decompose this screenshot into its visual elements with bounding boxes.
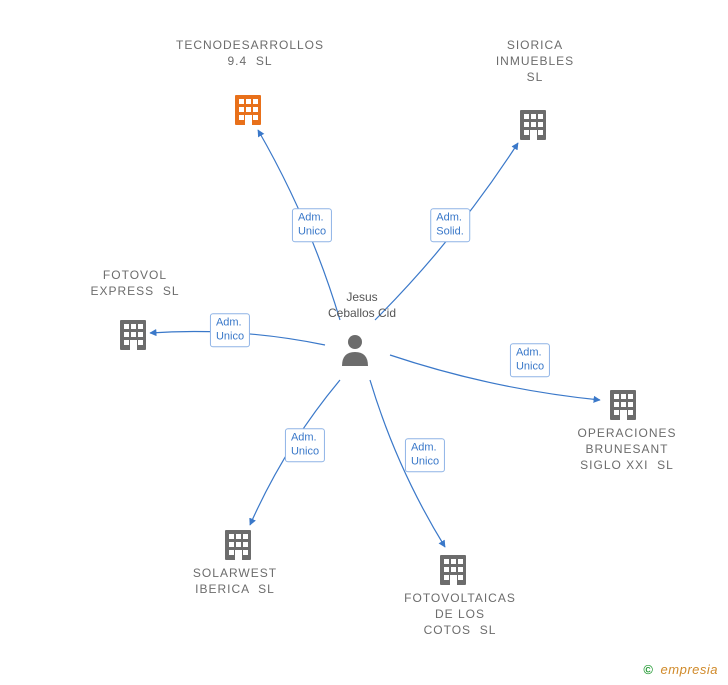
edge-label-operaciones: Adm. Unico — [510, 343, 550, 377]
node-label-solarwest: SOLARWEST IBERICA SL — [193, 565, 277, 597]
node-label-siorica: SIORICA INMUEBLES SL — [496, 37, 574, 86]
center-label: JesusCeballos Cid — [328, 290, 396, 321]
building-icon — [520, 110, 546, 140]
edge-label-fotovoltaicas: Adm. Unico — [405, 438, 445, 472]
edge-label-fotovol: Adm. Unico — [210, 313, 250, 347]
building-icon — [225, 530, 251, 560]
edge-operaciones — [390, 355, 600, 400]
building-icon — [120, 320, 146, 350]
building-icon — [610, 390, 636, 420]
building-icon — [235, 95, 261, 125]
edge-label-solarwest: Adm. Unico — [285, 428, 325, 462]
node-label-fotovol: FOTOVOL EXPRESS SL — [90, 267, 179, 299]
person-icon — [342, 335, 368, 366]
edge-label-siorica: Adm. Solid. — [430, 208, 470, 242]
node-label-fotovoltaicas: FOTOVOLTAICAS DE LOS COTOS SL — [404, 590, 516, 639]
brand-name: empresia — [661, 662, 718, 677]
edge-label-tecno: Adm. Unico — [292, 208, 332, 242]
building-icon — [440, 555, 466, 585]
copyright-symbol: © — [643, 662, 653, 677]
diagram-canvas — [0, 0, 728, 685]
node-label-tecno: TECNODESARROLLOS 9.4 SL — [176, 37, 324, 69]
watermark: © empresia — [643, 662, 718, 677]
node-label-operaciones: OPERACIONES BRUNESANT SIGLO XXI SL — [577, 425, 676, 474]
